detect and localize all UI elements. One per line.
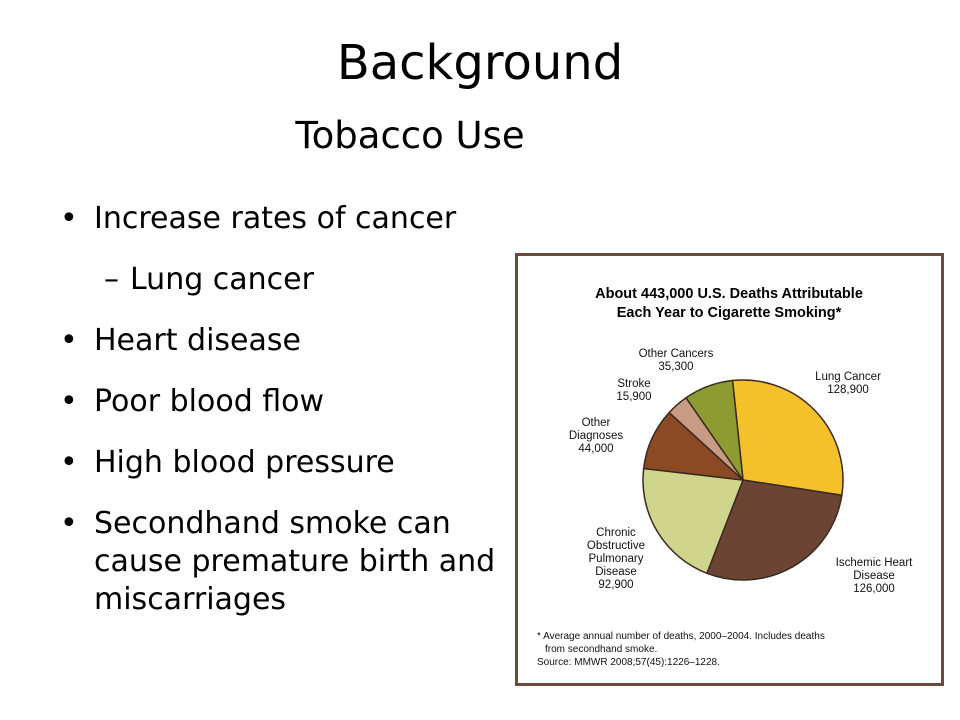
pie-slice-other-cancers: [685, 379, 744, 481]
pie-slice-lung-cancer: [731, 379, 844, 497]
pie-label-chronic-obstructive-pulmonary-disease: 92,900: [598, 579, 633, 591]
pie-slices: [642, 379, 844, 581]
chart-footnote: * Average annual number of deaths, 2000–…: [537, 631, 825, 668]
pie-label-ischemic-heart-disease: Ischemic Heart: [836, 557, 913, 569]
pie-label-other-diagnoses: Other: [582, 417, 611, 429]
chart-title-line-2: Each Year to Cigarette Smoking*: [617, 305, 842, 321]
pie-chart-figure: About 443,000 U.S. Deaths Attributable E…: [515, 253, 944, 686]
pie-slice-chronic-obstructive-pulmonary-disease: [642, 467, 745, 575]
pie-label-other-diagnoses: 44,000: [578, 443, 613, 455]
pie-label-lung-cancer: 128,900: [827, 384, 869, 396]
pie-label-ischemic-heart-disease: Disease: [853, 570, 895, 582]
chart-title-line-1: About 443,000 U.S. Deaths Attributable: [595, 286, 863, 302]
pie-label-other-diagnoses: Diagnoses: [569, 430, 624, 442]
pie-label-stroke: 15,900: [616, 391, 651, 403]
pie-label-ischemic-heart-disease: 126,000: [853, 583, 895, 595]
pie-chart: About 443,000 U.S. Deaths Attributable E…: [537, 286, 913, 668]
bullet-list: Increase rates of cancer Lung cancer Hea…: [60, 200, 530, 619]
pie-label-other-cancers: Other Cancers: [639, 348, 714, 360]
chart-footnote-line: * Average annual number of deaths, 2000–…: [537, 631, 825, 642]
pie-label-lung-cancer: Lung Cancer: [815, 371, 881, 383]
sub-bullet-item: Lung cancer: [60, 261, 530, 299]
bullet-item: Poor blood flow: [60, 383, 530, 421]
pie-label-other-cancers: 35,300: [658, 361, 693, 373]
slide-title: Background: [336, 35, 624, 91]
bullet-item: High blood pressure: [60, 444, 530, 482]
pie-label-chronic-obstructive-pulmonary-disease: Pulmonary: [589, 553, 644, 565]
pie-label-chronic-obstructive-pulmonary-disease: Obstructive: [587, 540, 645, 552]
bullet-item: Increase rates of cancer: [60, 200, 530, 238]
pie-label-stroke: Stroke: [617, 378, 650, 390]
pie-label-chronic-obstructive-pulmonary-disease: Disease: [595, 566, 637, 578]
chart-footnote-line: from secondhand smoke.: [545, 644, 657, 655]
chart-footnote-line: Source: MMWR 2008;57(45):1226–1228.: [537, 657, 720, 668]
pie-slice-ischemic-heart-disease: [705, 479, 843, 581]
bullet-item: Heart disease: [60, 322, 530, 360]
slide-subtitle: Tobacco Use: [295, 114, 525, 157]
pie-label-chronic-obstructive-pulmonary-disease: Chronic: [596, 527, 636, 539]
bullet-item: Secondhand smoke can cause premature bir…: [60, 505, 530, 619]
